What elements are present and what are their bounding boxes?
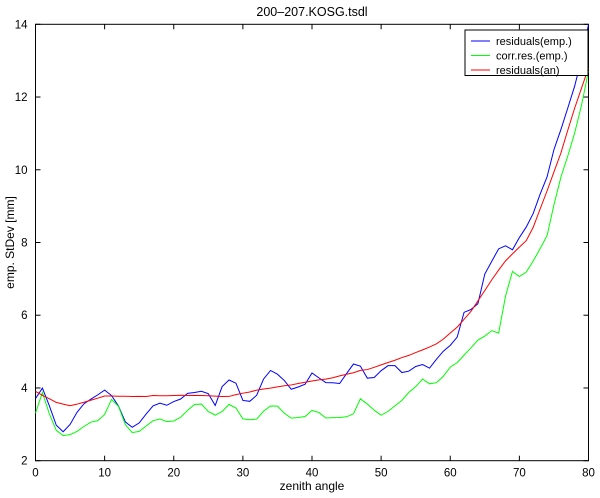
svg-text:0: 0 bbox=[32, 468, 38, 480]
svg-text:residuals(an): residuals(an) bbox=[496, 65, 560, 77]
svg-text:70: 70 bbox=[513, 468, 526, 480]
svg-text:80: 80 bbox=[582, 468, 595, 480]
svg-text:20: 20 bbox=[167, 468, 180, 480]
svg-text:40: 40 bbox=[306, 468, 319, 480]
svg-text:12: 12 bbox=[15, 92, 28, 104]
svg-text:14: 14 bbox=[15, 19, 28, 31]
svg-text:10: 10 bbox=[15, 165, 28, 177]
svg-text:50: 50 bbox=[375, 468, 388, 480]
svg-text:2: 2 bbox=[21, 456, 27, 468]
svg-text:6: 6 bbox=[21, 310, 27, 322]
svg-text:residuals(emp.): residuals(emp.) bbox=[496, 36, 572, 48]
svg-text:30: 30 bbox=[236, 468, 249, 480]
svg-text:emp. StDev [mm]: emp. StDev [mm] bbox=[3, 196, 17, 289]
svg-text:200–207.KOSG.tsdl: 200–207.KOSG.tsdl bbox=[256, 5, 367, 19]
svg-text:4: 4 bbox=[21, 383, 28, 395]
svg-text:corr.res.(emp.): corr.res.(emp.) bbox=[496, 51, 568, 63]
svg-text:zenith angle: zenith angle bbox=[280, 479, 345, 493]
svg-text:8: 8 bbox=[21, 238, 27, 250]
svg-text:10: 10 bbox=[98, 468, 111, 480]
svg-text:60: 60 bbox=[444, 468, 457, 480]
